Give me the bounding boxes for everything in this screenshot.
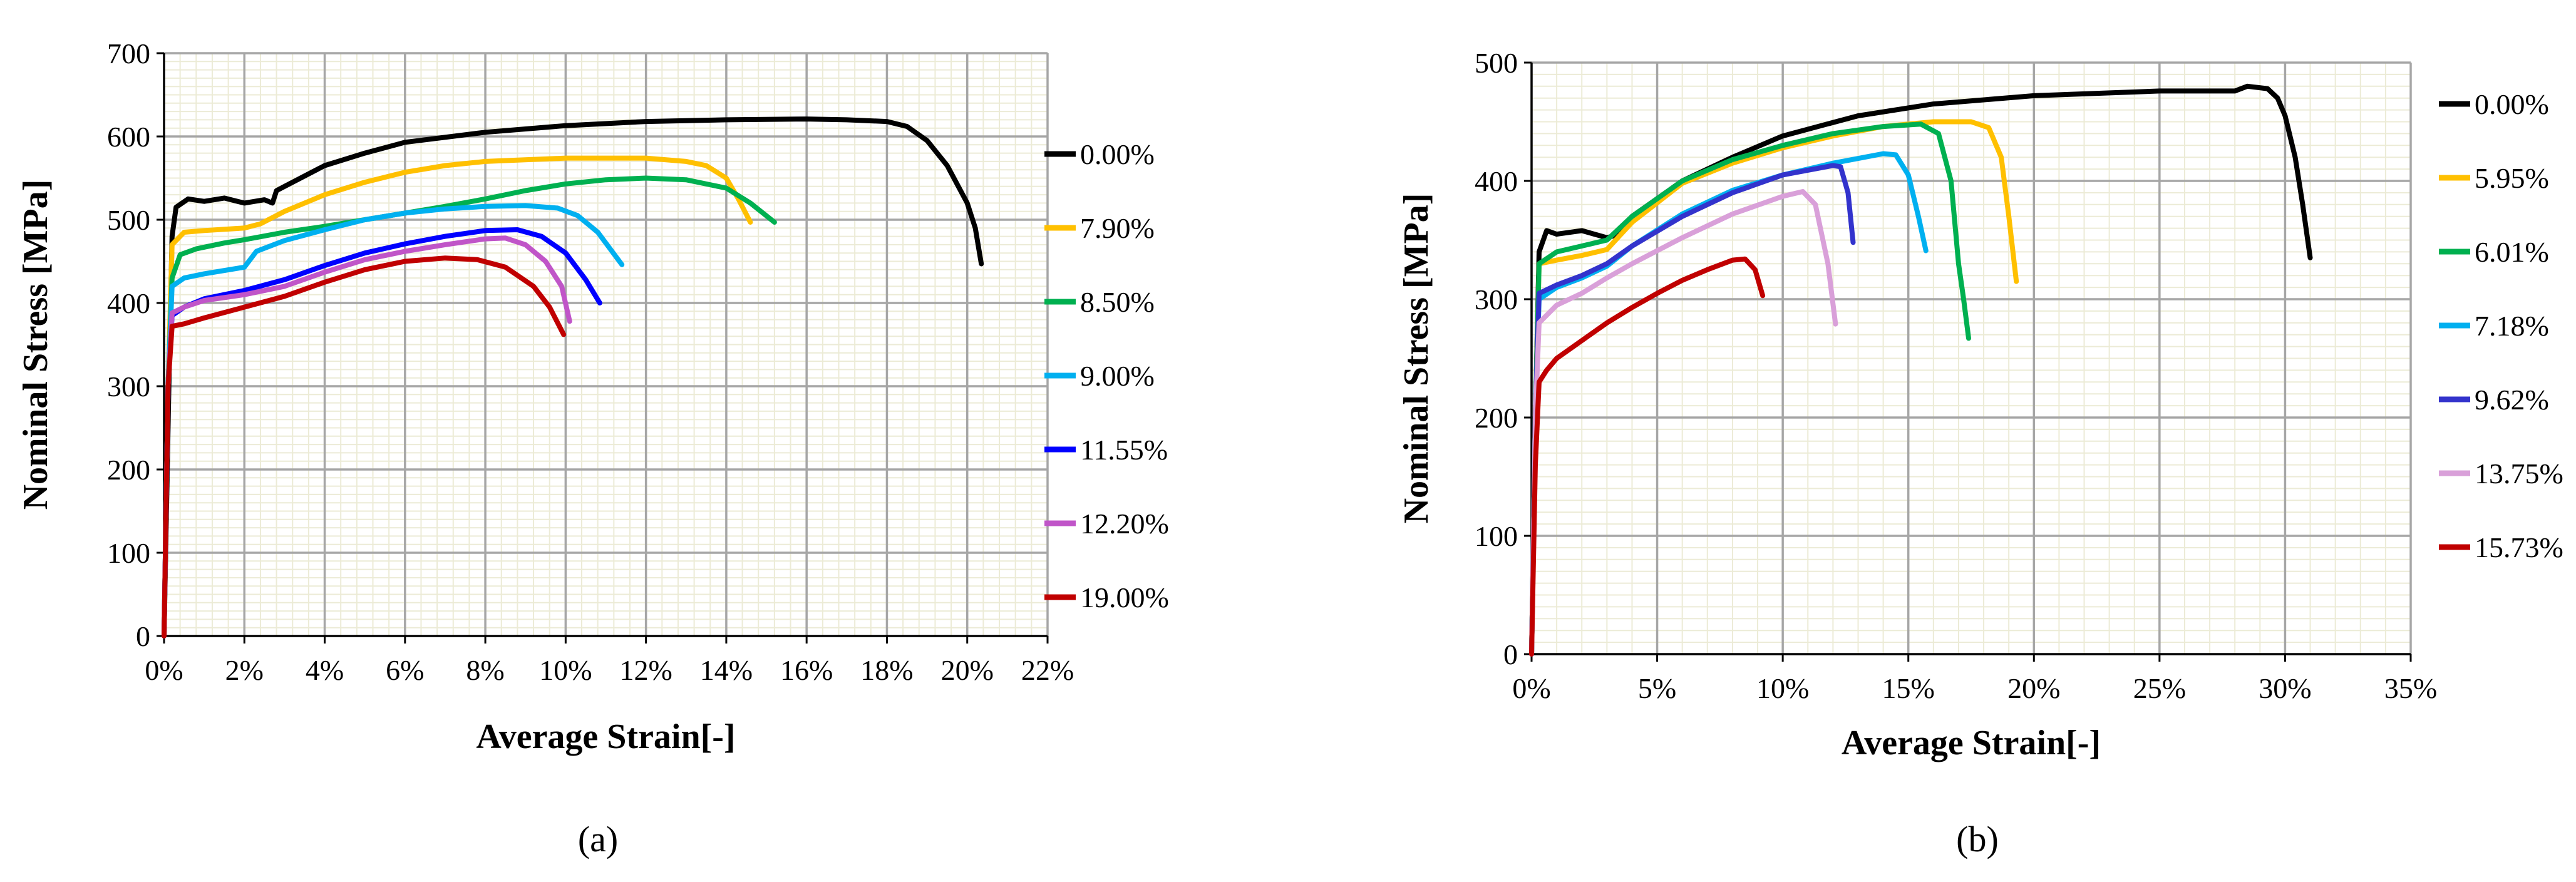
x-tick-label: 20% <box>941 654 994 686</box>
chart-panel-a: 0% 2% 4% 6% 8% 10% 12% 14% 16% 18% 20% 22% 0 100 200 30… <box>16 38 1169 859</box>
y-axis-title: Nominal Stress [MPa] <box>1397 193 1436 524</box>
series-line-b-6 <box>1529 189 1838 657</box>
x-tick-label: 8% <box>466 654 504 686</box>
legend-label: 0.00% <box>1080 138 1155 170</box>
major-grid <box>164 52 1049 636</box>
legend-b: 0.00% 5.95% 6.01% 7.18% 9.62% 13.75% 15.73% <box>2439 88 2563 563</box>
y-tick-label: 500 <box>1475 47 1518 79</box>
legend-label: 9.00% <box>1080 360 1155 392</box>
series-line-a-2 <box>162 155 753 638</box>
series-line-a-4 <box>162 203 625 638</box>
legend-label: 0.00% <box>2475 88 2549 120</box>
x-tick-label: 6% <box>386 654 424 686</box>
legend-label: 12.20% <box>1080 508 1169 540</box>
legend-label: 8.50% <box>1080 286 1155 318</box>
y-axis-title: Nominal Stress [MPa] <box>16 180 55 510</box>
y-tick-label: 400 <box>107 287 150 319</box>
x-tick-label: 2% <box>225 654 264 686</box>
x-tick-label: 22% <box>1021 654 1074 686</box>
series-line-a-1 <box>162 116 984 638</box>
y-tick-label: 700 <box>107 38 150 69</box>
y-tick-label: 100 <box>1475 520 1518 552</box>
y-tick-label: 200 <box>1475 402 1518 434</box>
legend-label: 7.18% <box>2475 310 2549 342</box>
chart-panel-b: 0% 5% 10% 15% 20% 25% 30% 35% 0 100 200 300 400 500 Av… <box>1397 47 2563 859</box>
y-tick-label: 0 <box>1503 638 1518 670</box>
x-axis-title: Average Strain[-] <box>1842 724 2101 762</box>
x-tick-label: 0% <box>1512 672 1550 704</box>
series-line-a-7 <box>162 255 567 638</box>
x-tick-label: 20% <box>2007 672 2060 704</box>
x-tick-label: 18% <box>860 654 913 686</box>
legend-label: 9.62% <box>2475 384 2549 416</box>
legend-label: 13.75% <box>2475 458 2563 490</box>
x-tick-label: 14% <box>700 654 753 686</box>
series-line-b-7 <box>1529 256 1766 657</box>
y-tick-label: 600 <box>107 121 150 153</box>
legend-a: 0.00% 7.90% 8.50% 9.00% 11.55% 12.20% 19.00% <box>1044 138 1169 613</box>
series-group <box>162 116 984 638</box>
y-tick-label: 200 <box>107 454 150 486</box>
x-tick-label: 16% <box>780 654 833 686</box>
y-tick-label: 0 <box>136 620 150 652</box>
series-line-a-6 <box>162 235 572 638</box>
x-tick-label: 12% <box>619 654 672 686</box>
x-tick-label: 30% <box>2259 672 2311 704</box>
x-axis-title: Average Strain[-] <box>476 717 735 756</box>
y-tick-label: 300 <box>1475 284 1518 315</box>
x-tick-label: 25% <box>2133 672 2186 704</box>
series-group <box>1529 83 2313 657</box>
x-tick-label: 0% <box>145 654 183 686</box>
y-tick-label: 300 <box>107 371 150 403</box>
legend-label: 5.95% <box>2475 162 2549 194</box>
x-tick-label: 10% <box>539 654 592 686</box>
legend-label: 7.90% <box>1080 212 1155 244</box>
x-tick-label: 4% <box>306 654 344 686</box>
series-line-b-3 <box>1529 121 1971 657</box>
y-tick-label: 100 <box>107 537 150 569</box>
legend-label: 15.73% <box>2475 531 2563 563</box>
legend-label: 11.55% <box>1080 434 1168 466</box>
y-tick-label: 500 <box>107 204 150 236</box>
panel-label: (a) <box>578 819 618 859</box>
series-line-b-1 <box>1529 83 2313 657</box>
series-line-b-5 <box>1529 163 1856 657</box>
legend-label: 19.00% <box>1080 582 1169 613</box>
series-line-b-2 <box>1529 119 2019 657</box>
x-tick-label: 15% <box>1882 672 1935 704</box>
x-tick-label: 10% <box>1756 672 1809 704</box>
x-tick-label: 5% <box>1638 672 1676 704</box>
x-tick-label: 35% <box>2384 672 2437 704</box>
panel-label: (b) <box>1956 819 1999 859</box>
y-tick-label: 400 <box>1475 165 1518 197</box>
legend-label: 6.01% <box>2475 236 2549 268</box>
